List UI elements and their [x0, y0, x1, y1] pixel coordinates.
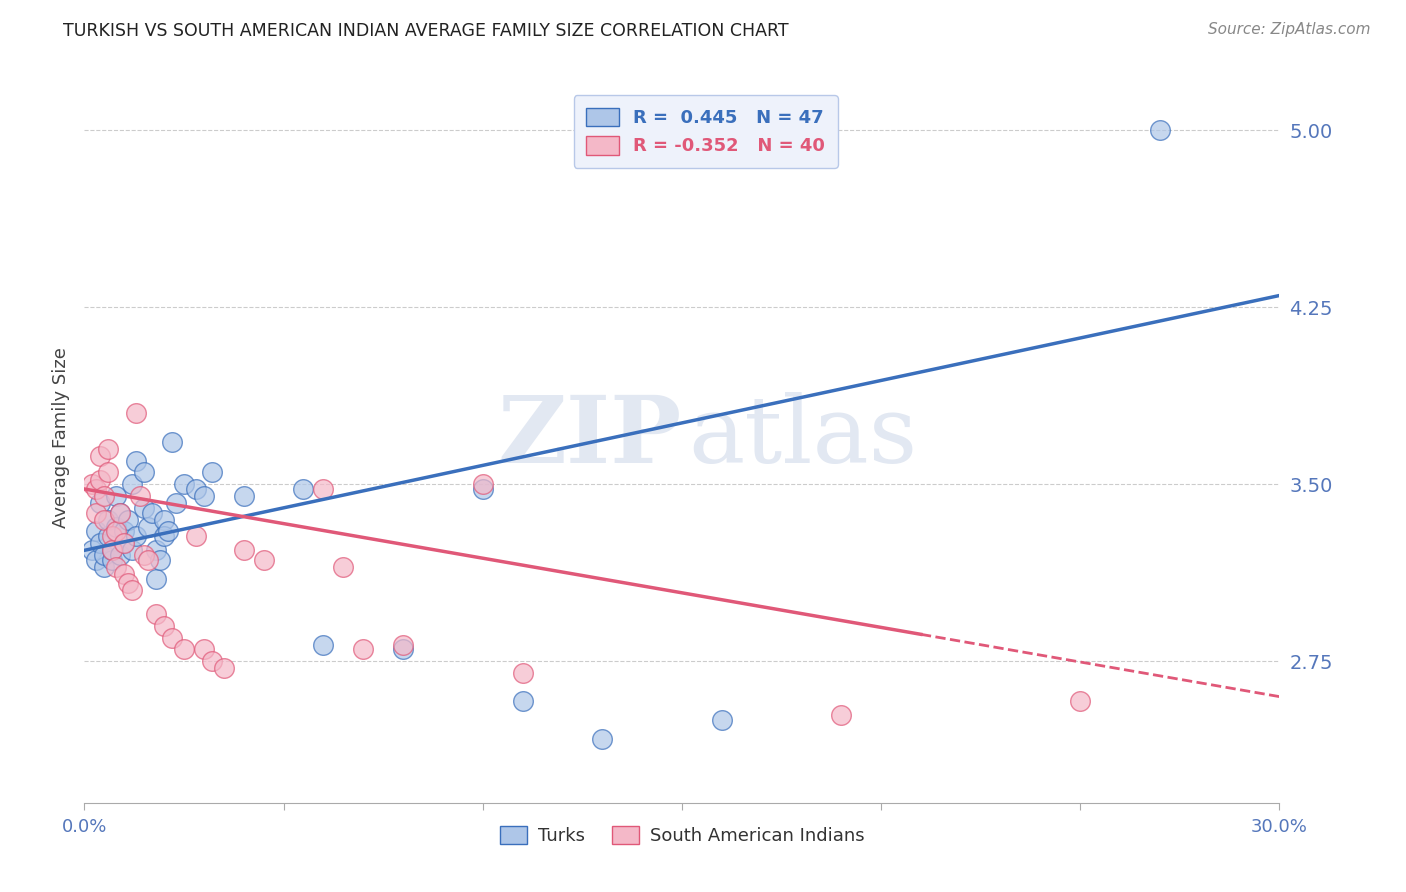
Text: atlas: atlas: [688, 392, 917, 482]
Point: [105, 559, 128, 574]
Point: [136, 520, 159, 534]
Point: [86, 524, 108, 539]
Point: [512, 694, 534, 708]
Point: [110, 506, 132, 520]
Point: [93, 489, 115, 503]
Point: [86, 482, 108, 496]
Point: [105, 520, 128, 534]
Point: [193, 642, 215, 657]
Point: [392, 638, 415, 652]
Point: [101, 553, 124, 567]
Point: [129, 489, 152, 503]
Point: [153, 513, 176, 527]
Point: [121, 583, 143, 598]
Point: [1069, 694, 1091, 708]
Point: [86, 506, 108, 520]
Y-axis label: Average Family Size: Average Family Size: [52, 347, 70, 527]
Point: [160, 631, 183, 645]
Point: [512, 666, 534, 681]
Point: [101, 543, 124, 558]
Point: [101, 543, 124, 558]
Point: [101, 529, 124, 543]
Point: [121, 477, 143, 491]
Point: [132, 466, 156, 480]
Point: [392, 642, 415, 657]
Point: [471, 477, 494, 491]
Point: [292, 482, 315, 496]
Point: [145, 572, 167, 586]
Point: [89, 449, 111, 463]
Point: [97, 442, 120, 456]
Point: [232, 489, 254, 503]
Point: [132, 548, 156, 562]
Text: ZIP: ZIP: [498, 392, 682, 482]
Point: [201, 654, 224, 668]
Legend: Turks, South American Indians: Turks, South American Indians: [492, 819, 872, 852]
Point: [112, 566, 135, 581]
Text: 30.0%: 30.0%: [1251, 818, 1308, 836]
Point: [193, 489, 215, 503]
Point: [352, 642, 374, 657]
Point: [145, 543, 167, 558]
Point: [125, 529, 148, 543]
Point: [125, 453, 148, 467]
Point: [97, 513, 120, 527]
Point: [93, 548, 115, 562]
Point: [312, 482, 335, 496]
Point: [112, 536, 135, 550]
Point: [110, 506, 132, 520]
Point: [82, 543, 104, 558]
Point: [153, 619, 176, 633]
Point: [112, 536, 135, 550]
Point: [184, 529, 207, 543]
Point: [253, 553, 276, 567]
Text: 0.0%: 0.0%: [62, 818, 107, 836]
Point: [97, 529, 120, 543]
Point: [110, 548, 132, 562]
Point: [93, 559, 115, 574]
Point: [830, 708, 852, 723]
Point: [710, 713, 733, 727]
Point: [125, 407, 148, 421]
Point: [105, 524, 128, 539]
Point: [105, 489, 128, 503]
Point: [89, 536, 111, 550]
Point: [153, 529, 176, 543]
Point: [141, 506, 163, 520]
Point: [165, 496, 187, 510]
Point: [145, 607, 167, 621]
Point: [97, 466, 120, 480]
Point: [157, 524, 180, 539]
Point: [312, 638, 335, 652]
Point: [117, 576, 139, 591]
Point: [184, 482, 207, 496]
Point: [89, 473, 111, 487]
Point: [591, 732, 613, 747]
Point: [93, 513, 115, 527]
Point: [232, 543, 254, 558]
Point: [471, 482, 494, 496]
Point: [82, 477, 104, 491]
Point: [160, 434, 183, 449]
Point: [212, 661, 235, 675]
Point: [149, 553, 172, 567]
Text: TURKISH VS SOUTH AMERICAN INDIAN AVERAGE FAMILY SIZE CORRELATION CHART: TURKISH VS SOUTH AMERICAN INDIAN AVERAGE…: [63, 22, 789, 40]
Point: [201, 466, 224, 480]
Point: [332, 559, 354, 574]
Point: [1149, 123, 1171, 137]
Text: Source: ZipAtlas.com: Source: ZipAtlas.com: [1208, 22, 1371, 37]
Point: [86, 553, 108, 567]
Point: [173, 477, 195, 491]
Point: [136, 553, 159, 567]
Point: [173, 642, 195, 657]
Point: [112, 524, 135, 539]
Point: [89, 496, 111, 510]
Point: [117, 513, 139, 527]
Point: [132, 500, 156, 515]
Point: [121, 543, 143, 558]
